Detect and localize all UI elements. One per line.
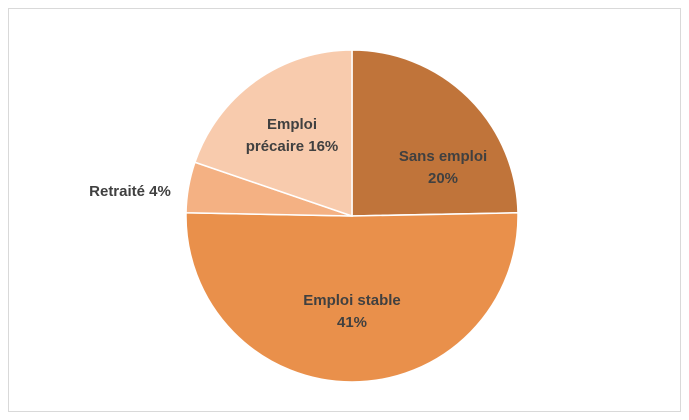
pie-slice bbox=[193, 49, 353, 218]
slice-category: Retraité bbox=[89, 183, 145, 200]
slice-category: Sans emploi bbox=[398, 148, 488, 165]
slice-value: 20% bbox=[427, 170, 459, 187]
slice-value: 16% bbox=[308, 138, 339, 155]
slice-category: Emploi stable bbox=[303, 292, 401, 309]
slice-category: Emploi précaire bbox=[245, 116, 317, 155]
data-label: Emploi stable 41% bbox=[287, 290, 417, 334]
data-label: Sans emploi 20% bbox=[388, 146, 498, 190]
slice-value: 41% bbox=[336, 314, 368, 331]
slice-value: 4% bbox=[149, 183, 171, 200]
data-label: Emploi précaire 16% bbox=[237, 114, 347, 158]
pie-slice bbox=[185, 212, 519, 383]
data-label: Retraité 4% bbox=[60, 181, 200, 203]
pie-slice bbox=[351, 49, 519, 217]
